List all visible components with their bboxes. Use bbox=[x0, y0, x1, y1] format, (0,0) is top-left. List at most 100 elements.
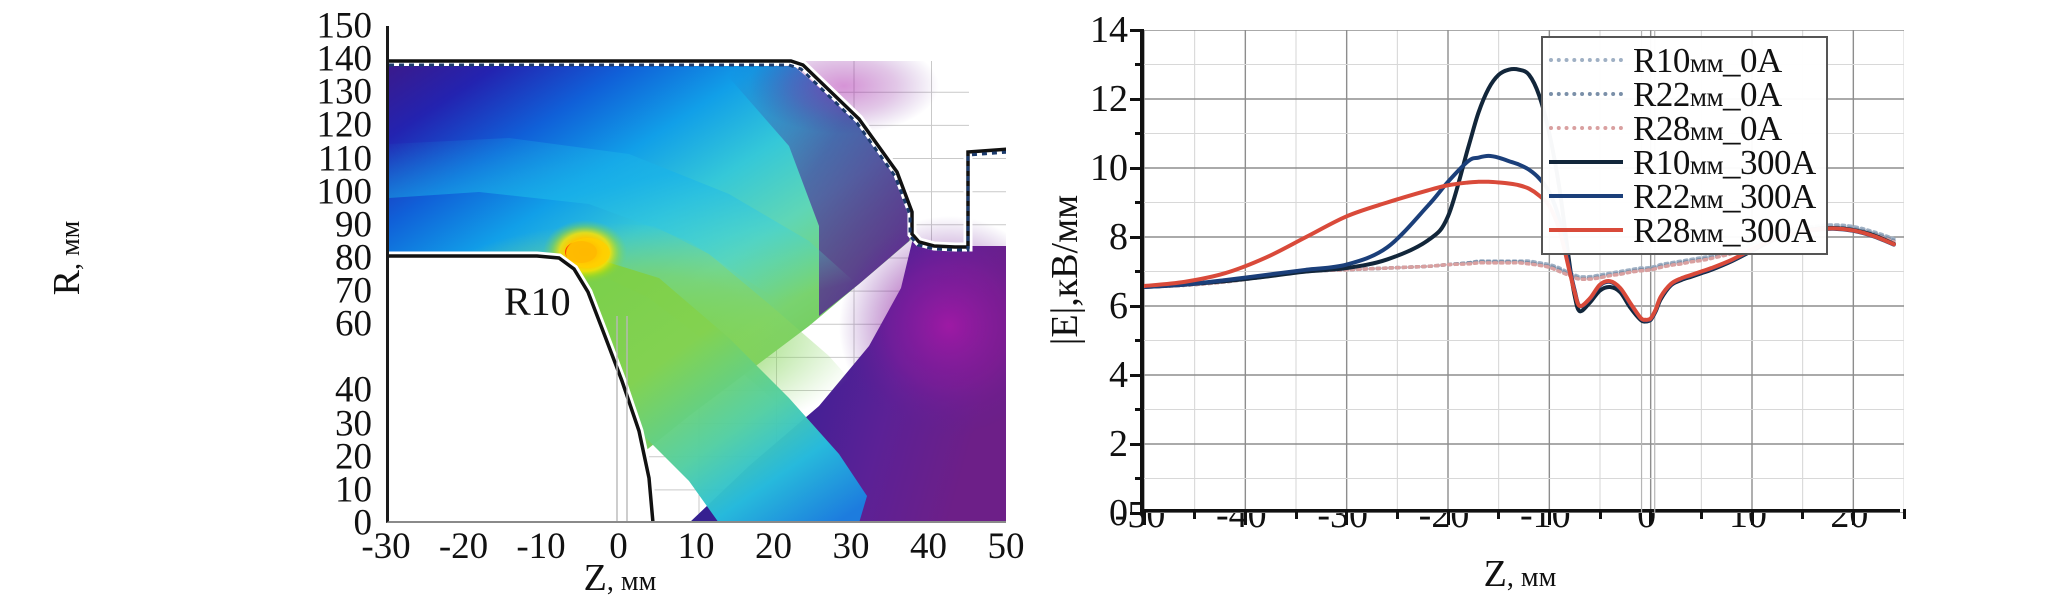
left-y-axis-title-unit: , мм bbox=[55, 220, 86, 271]
right-plot-area: R10мм_0A R22мм_0A R28мм_0A R10мм_300A R22мм_… bbox=[1130, 28, 1906, 525]
right-y-tick-mark bbox=[1135, 408, 1144, 411]
right-y-axis-title: |E|,кВ/мм bbox=[1043, 155, 1087, 385]
right-y-tick-mark bbox=[1135, 201, 1144, 204]
right-y-tick-label: 10 bbox=[1090, 147, 1128, 189]
right-y-tick-mark bbox=[1130, 235, 1144, 239]
right-x-tick-mark bbox=[1294, 509, 1298, 519]
legend-item[interactable]: R22мм_300A bbox=[1549, 179, 1816, 214]
legend-label-tail: _300A bbox=[1723, 210, 1816, 250]
legend-item-label: R22мм_0A bbox=[1633, 77, 1782, 112]
legend-label-main: R10 bbox=[1633, 142, 1690, 182]
left-x-tick-label: -20 bbox=[438, 526, 489, 567]
legend-label-tail: _300A bbox=[1723, 142, 1816, 182]
field-map-image bbox=[389, 26, 1006, 521]
left-x-tick-label: 40 bbox=[910, 526, 947, 567]
left-panel-field-map: R, мм 150 140 130 120 110 100 90 80 70 60 40 30 20 10… bbox=[0, 0, 1025, 602]
legend-color-swatch bbox=[1549, 119, 1623, 137]
legend-label-main: R28 bbox=[1633, 210, 1690, 250]
legend-color-swatch bbox=[1549, 221, 1623, 239]
left-annotation-r10-text: R10 bbox=[504, 279, 571, 324]
left-y-tick-label: 70 bbox=[335, 270, 372, 312]
legend-label-tail: _300A bbox=[1723, 176, 1816, 216]
left-x-axis-title-main: Z bbox=[583, 557, 607, 599]
left-annotation-r10: R10 bbox=[504, 278, 571, 325]
left-plot-area: R10 bbox=[386, 26, 1006, 523]
right-y-tick-label: 2 bbox=[1109, 423, 1128, 465]
right-x-tick-mark bbox=[1193, 509, 1197, 519]
left-y-axis-title: R, мм bbox=[45, 173, 89, 343]
legend-item-label: R28мм_0A bbox=[1633, 111, 1782, 146]
right-x-tick-mark bbox=[1142, 509, 1146, 525]
legend-item[interactable]: R10мм_300A bbox=[1549, 145, 1816, 180]
left-y-tick-label: 80 bbox=[335, 237, 372, 279]
right-x-tick-mark bbox=[1446, 509, 1450, 525]
legend-item[interactable]: R28мм_0A bbox=[1549, 111, 1816, 146]
left-y-tick-label: 10 bbox=[335, 469, 372, 511]
legend-label-unit: мм bbox=[1689, 217, 1724, 248]
right-y-tick-label: 12 bbox=[1090, 78, 1128, 120]
chart-legend: R10мм_0A R22мм_0A R28мм_0A R10мм_300A R22мм_… bbox=[1541, 36, 1828, 255]
right-y-tick-mark bbox=[1135, 132, 1144, 135]
right-y-tick-label: 6 bbox=[1109, 285, 1128, 327]
legend-label-main: R28 bbox=[1633, 108, 1690, 148]
legend-label-unit: мм bbox=[1689, 47, 1724, 78]
right-y-tick-mark bbox=[1130, 166, 1144, 170]
left-y-tick-label: 150 bbox=[316, 5, 373, 47]
right-y-tick-label: 8 bbox=[1109, 216, 1128, 258]
right-panel-line-chart: |E|,кВ/мм 0 2 4 6 8 10 12 14 -50 -40 -30 -20 -10 0 10… bbox=[1020, 0, 2067, 602]
legend-color-swatch bbox=[1549, 153, 1623, 171]
right-x-tick-mark bbox=[1497, 509, 1501, 519]
right-x-tick-mark bbox=[1395, 509, 1399, 519]
left-y-axis-title-main: R bbox=[46, 270, 88, 296]
legend-label-main: R22 bbox=[1633, 176, 1690, 216]
left-y-tick-label: 140 bbox=[316, 38, 373, 80]
left-x-tick-label: 0 bbox=[609, 526, 628, 567]
right-x-axis-title-unit: , мм bbox=[1506, 562, 1557, 593]
legend-item-label: R28мм_300A bbox=[1633, 213, 1816, 248]
legend-item[interactable]: R10мм_0A bbox=[1549, 43, 1816, 78]
legend-label-tail: _0A bbox=[1723, 108, 1782, 148]
legend-item-label: R22мм_300A bbox=[1633, 179, 1816, 214]
left-x-tick-label: 50 bbox=[987, 526, 1025, 567]
right-y-tick-mark bbox=[1130, 304, 1144, 308]
left-x-axis-title-unit: , мм bbox=[606, 566, 657, 597]
right-x-tick-mark bbox=[1801, 509, 1805, 519]
right-x-tick-mark bbox=[1699, 509, 1703, 519]
left-y-tick-label: 40 bbox=[335, 369, 372, 411]
right-x-axis-title: Z, мм bbox=[1484, 552, 1557, 596]
legend-item-label: R10мм_300A bbox=[1633, 145, 1816, 180]
legend-item[interactable]: R28мм_300A bbox=[1549, 213, 1816, 248]
legend-label-unit: мм bbox=[1689, 81, 1724, 112]
legend-label-main: R10 bbox=[1633, 40, 1690, 80]
right-y-tick-mark bbox=[1135, 339, 1144, 342]
left-y-tick-label: 30 bbox=[335, 403, 372, 445]
left-y-tick-label: 110 bbox=[317, 138, 372, 180]
right-y-tick-mark bbox=[1130, 373, 1144, 377]
left-x-tick-label: 10 bbox=[677, 526, 715, 567]
left-y-tick-label: 130 bbox=[316, 71, 373, 113]
right-x-tick-mark bbox=[1851, 509, 1855, 525]
right-y-tick-mark bbox=[1135, 63, 1144, 66]
right-x-tick-mark bbox=[1345, 509, 1349, 525]
right-y-tick-mark bbox=[1130, 442, 1144, 446]
right-x-tick-mark bbox=[1243, 509, 1247, 525]
legend-item-label: R10мм_0A bbox=[1633, 43, 1782, 78]
right-y-tick-label: 14 bbox=[1090, 9, 1128, 51]
right-x-axis-title-main: Z bbox=[1483, 553, 1507, 595]
right-y-tick-mark bbox=[1135, 477, 1144, 480]
left-y-tick-label: 0 bbox=[353, 502, 373, 544]
legend-label-unit: мм bbox=[1689, 149, 1724, 180]
left-y-tick-label: 120 bbox=[316, 104, 373, 146]
right-x-tick-mark bbox=[1902, 509, 1906, 519]
legend-label-unit: мм bbox=[1689, 183, 1724, 214]
left-y-tick-label: 20 bbox=[335, 436, 372, 478]
legend-item[interactable]: R22мм_0A bbox=[1549, 77, 1816, 112]
legend-label-tail: _0A bbox=[1723, 40, 1782, 80]
left-y-tick-label: 100 bbox=[316, 171, 373, 213]
left-x-tick-label: -10 bbox=[516, 526, 566, 567]
legend-color-swatch bbox=[1549, 85, 1623, 103]
right-y-tick-label: 4 bbox=[1109, 354, 1128, 396]
left-y-tick-label: 90 bbox=[335, 204, 372, 246]
legend-color-swatch bbox=[1549, 51, 1623, 69]
right-x-tick-mark bbox=[1750, 509, 1754, 525]
